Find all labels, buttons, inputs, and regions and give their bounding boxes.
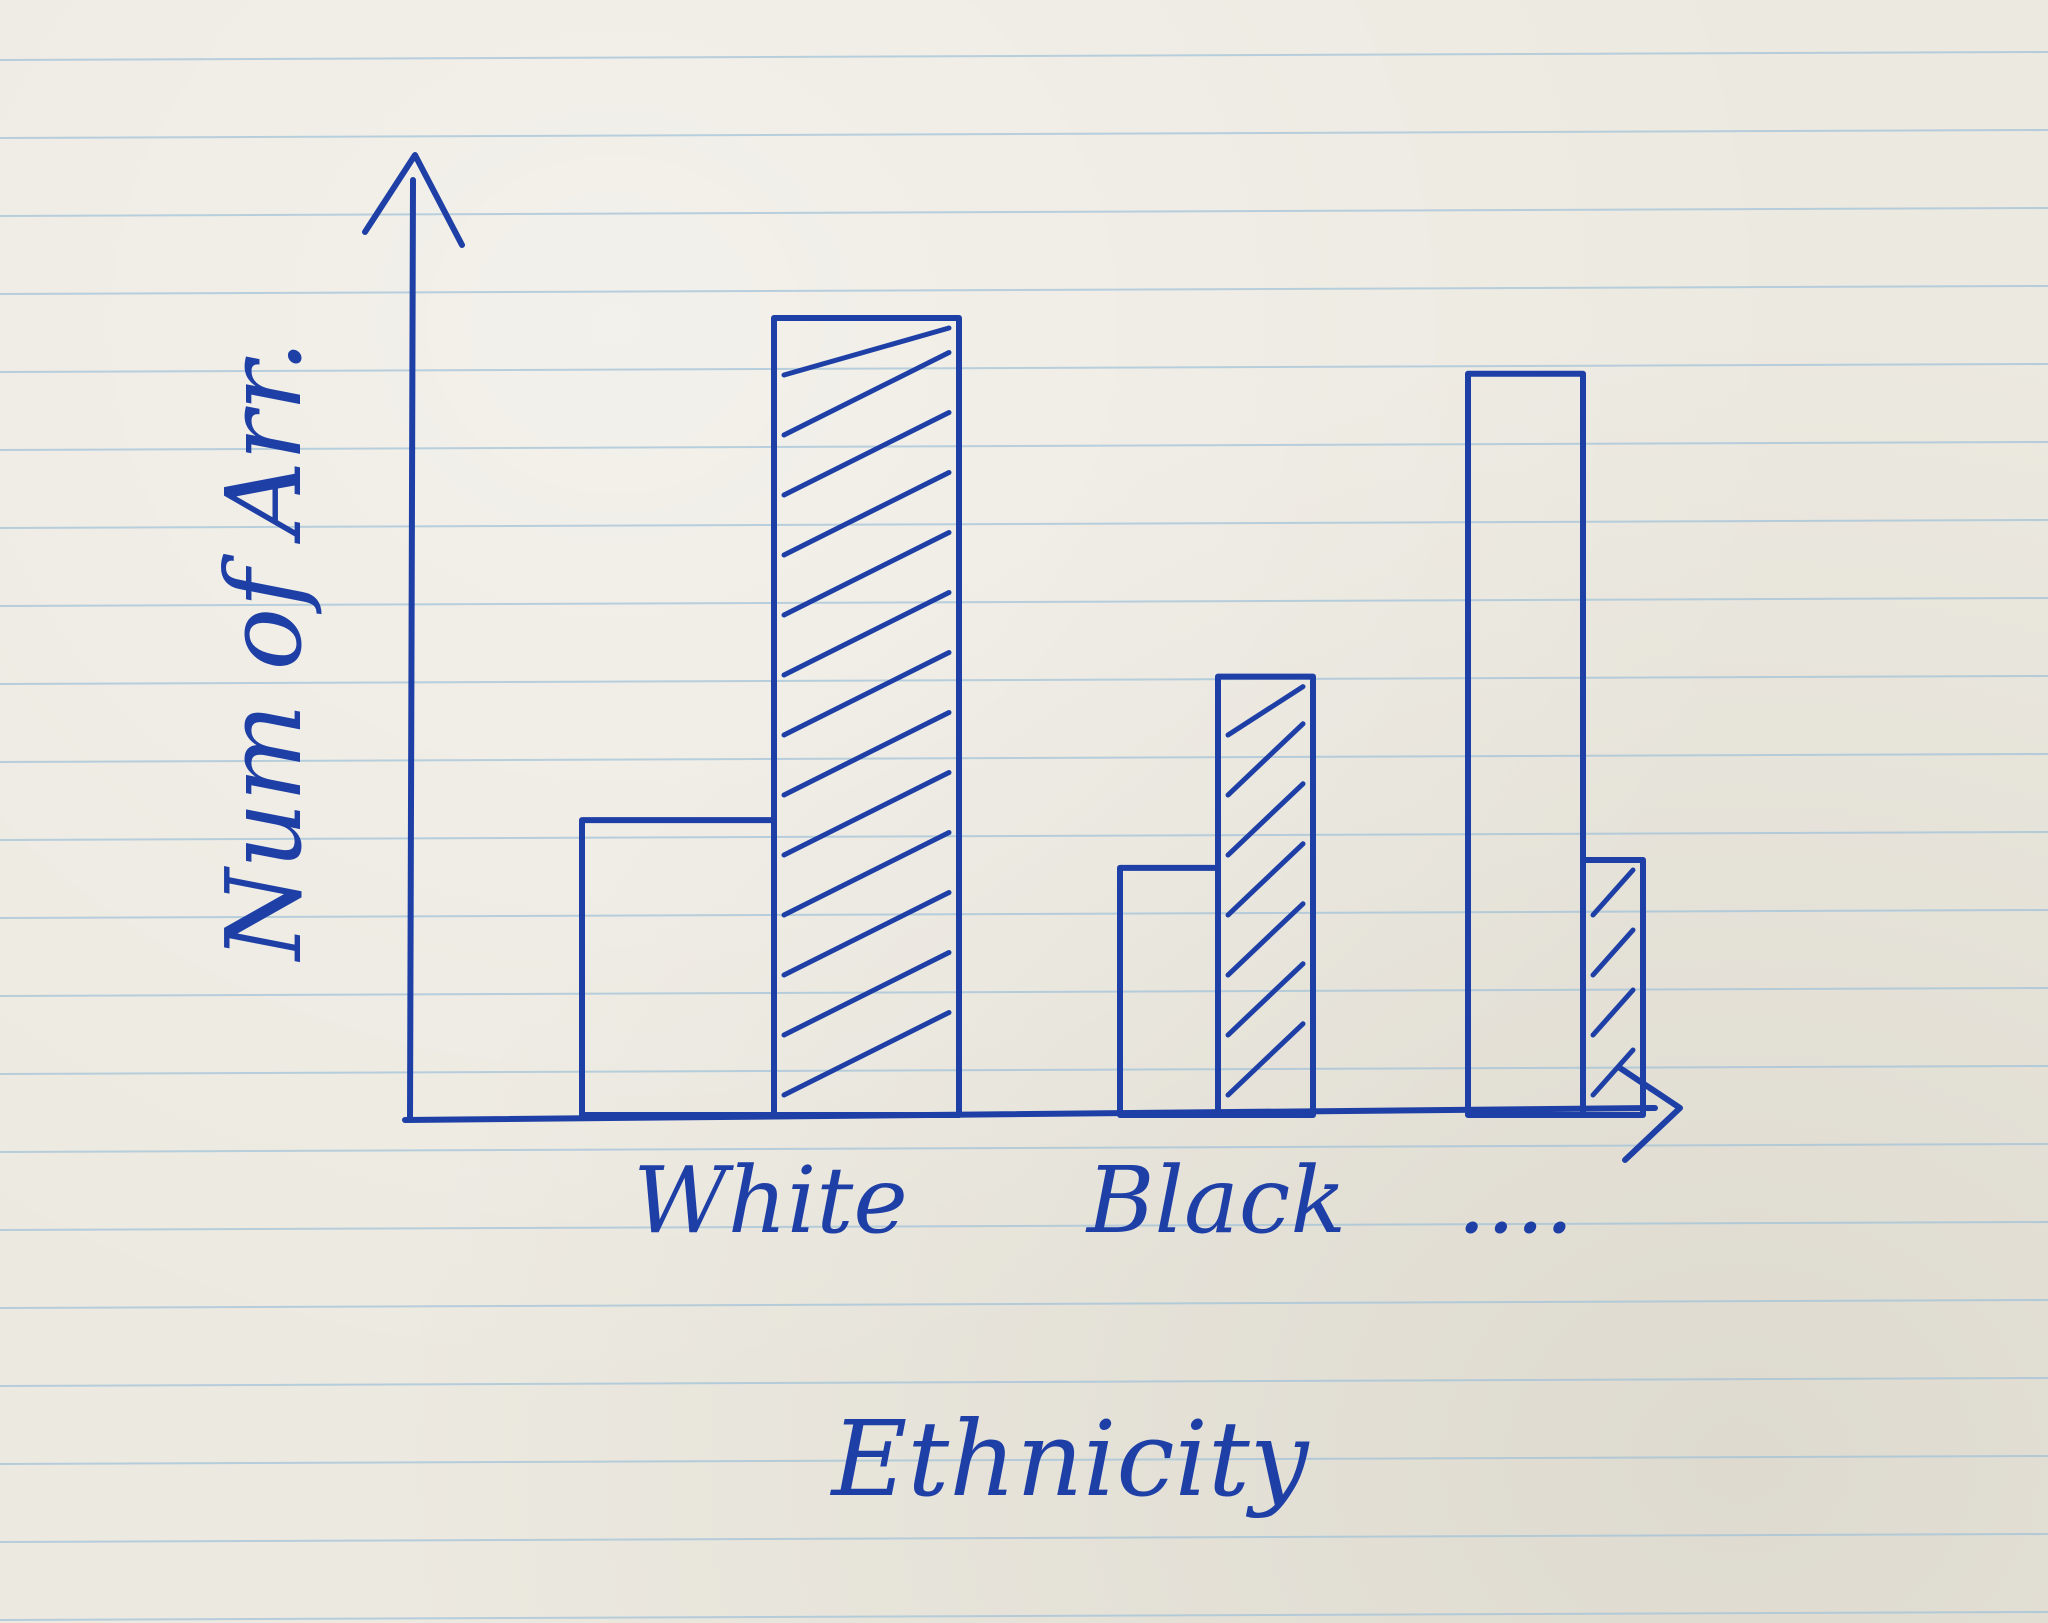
bar-hatch-line: [781, 830, 952, 918]
bar-hatch-line: [1590, 867, 1636, 918]
bar-hatch-line: [1590, 927, 1636, 978]
rule-line: [0, 1377, 2048, 1387]
chart-axes: [362, 152, 1683, 1163]
bar-hatch-line: [781, 325, 952, 378]
rule-line: [0, 207, 2048, 217]
rule-line: [0, 675, 2048, 685]
bar-white-series-2: [771, 315, 962, 1118]
x-tick-labels: White Black....: [633, 1147, 1574, 1254]
x-tick-label-black: Black: [1085, 1147, 1346, 1254]
rule-line: [0, 1533, 2048, 1543]
rule-line: [0, 129, 2048, 139]
bar-other-series-2: [1580, 856, 1646, 1119]
y-axis-title: Num of Arr.: [203, 340, 325, 963]
notebook-rule-lines: [0, 51, 2048, 1621]
rule-line: [0, 1221, 2048, 1231]
rule-line: [0, 1455, 2048, 1465]
bar-marks: [579, 315, 1646, 1119]
y-axis-line: [407, 177, 416, 1121]
rule-line: [0, 285, 2048, 295]
rule-line: [0, 1065, 2048, 1075]
rule-line: [0, 441, 2048, 451]
bar-hatch-line: [781, 890, 952, 978]
bar-hatch-line: [781, 530, 952, 618]
bar-hatch-line: [781, 1010, 952, 1098]
bar-hatch-line: [1225, 684, 1306, 738]
bar-hatch-line: [1225, 1021, 1306, 1098]
rule-line: [0, 1611, 2048, 1621]
bar-hatch-line: [1590, 1047, 1636, 1098]
bar-hatch-line: [781, 710, 952, 798]
bar-hatch-line: [1225, 781, 1306, 858]
x-tick-label-white: White: [633, 1147, 908, 1254]
rule-line: [0, 363, 2048, 373]
bar-hatch-line: [1590, 987, 1636, 1038]
rule-line: [0, 831, 2048, 841]
bar-hatch-line: [1225, 841, 1306, 918]
rule-line: [0, 597, 2048, 607]
bar-hatch-line: [1225, 901, 1306, 978]
rule-line: [0, 1143, 2048, 1153]
bar-other-series-1: [1465, 370, 1586, 1119]
bar-black-series-2: [1215, 673, 1316, 1119]
bar-hatch-line: [781, 650, 952, 738]
bar-hatch-line: [781, 770, 952, 858]
rule-line: [0, 987, 2048, 997]
x-axis-title: Ethnicity: [830, 1398, 1310, 1520]
bar-hatch-line: [781, 950, 952, 1038]
bar-hatch-line: [781, 590, 952, 678]
rule-line: [0, 909, 2048, 919]
x-tick-label-other: ....: [1457, 1147, 1574, 1254]
bar-hatch-line: [781, 410, 952, 498]
y-axis-arrow: [362, 152, 465, 248]
rule-line: [0, 51, 2048, 61]
bar-hatch-line: [781, 470, 952, 558]
bar-hatch-line: [1225, 961, 1306, 1038]
bar-hatch-line: [781, 350, 952, 438]
rule-line: [0, 753, 2048, 763]
rule-line: [0, 1299, 2048, 1309]
rule-line: [0, 519, 2048, 529]
bar-hatch-line: [1225, 721, 1306, 798]
